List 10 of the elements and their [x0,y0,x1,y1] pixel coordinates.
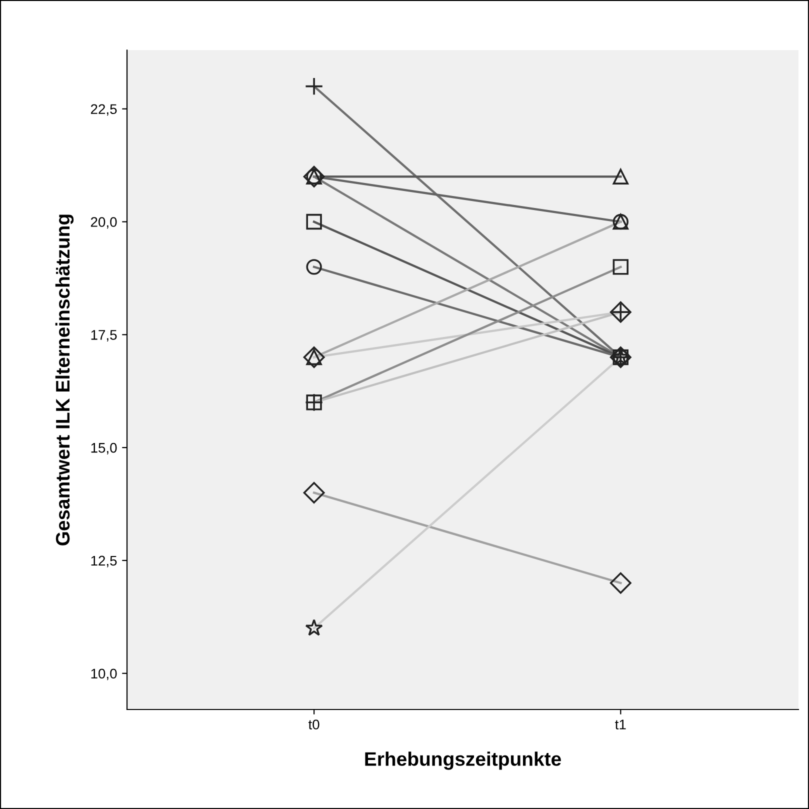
y-axis-title: Gesamtwert ILK Elterneinschätzung [55,214,74,546]
y-tick-label: 22,5 [90,104,117,116]
y-tick-label: 17,5 [91,330,117,342]
y-tick-label: 15,0 [91,442,117,454]
x-axis-title: Erhebungszeitpunkte [365,752,561,770]
y-tick-label: 12,5 [91,556,117,568]
y-tick-label: 10,0 [91,668,117,680]
x-tick-label: t1 [615,720,626,730]
x-tick-label: t0 [308,720,320,730]
y-tick-label: 20,0 [90,217,117,229]
